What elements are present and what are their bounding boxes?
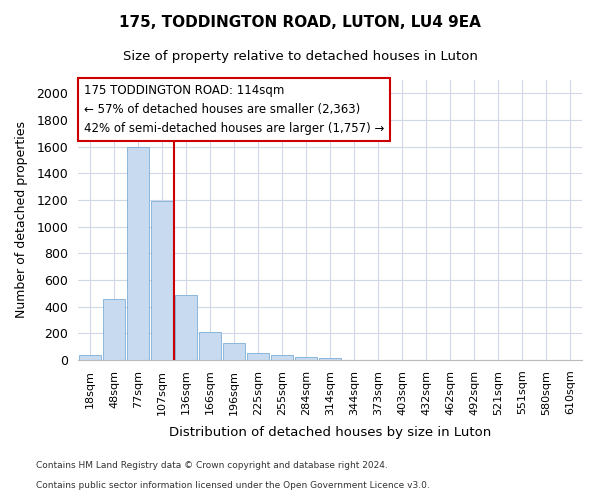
Bar [151, 200, 173, 360]
Bar [199, 332, 221, 360]
Text: Size of property relative to detached houses in Luton: Size of property relative to detached ho… [122, 50, 478, 63]
Y-axis label: Number of detached properties: Number of detached properties [15, 122, 28, 318]
Bar [79, 356, 101, 360]
Bar [223, 342, 245, 360]
Bar [319, 358, 341, 360]
Bar [127, 146, 149, 360]
Text: 175 TODDINGTON ROAD: 114sqm
← 57% of detached houses are smaller (2,363)
42% of : 175 TODDINGTON ROAD: 114sqm ← 57% of det… [84, 84, 385, 135]
Bar [271, 354, 293, 360]
Text: 175, TODDINGTON ROAD, LUTON, LU4 9EA: 175, TODDINGTON ROAD, LUTON, LU4 9EA [119, 15, 481, 30]
Bar [175, 294, 197, 360]
Bar [247, 354, 269, 360]
Text: Contains public sector information licensed under the Open Government Licence v3: Contains public sector information licen… [36, 481, 430, 490]
Bar [295, 356, 317, 360]
Text: Contains HM Land Registry data © Crown copyright and database right 2024.: Contains HM Land Registry data © Crown c… [36, 461, 388, 470]
Bar [103, 300, 125, 360]
X-axis label: Distribution of detached houses by size in Luton: Distribution of detached houses by size … [169, 426, 491, 439]
